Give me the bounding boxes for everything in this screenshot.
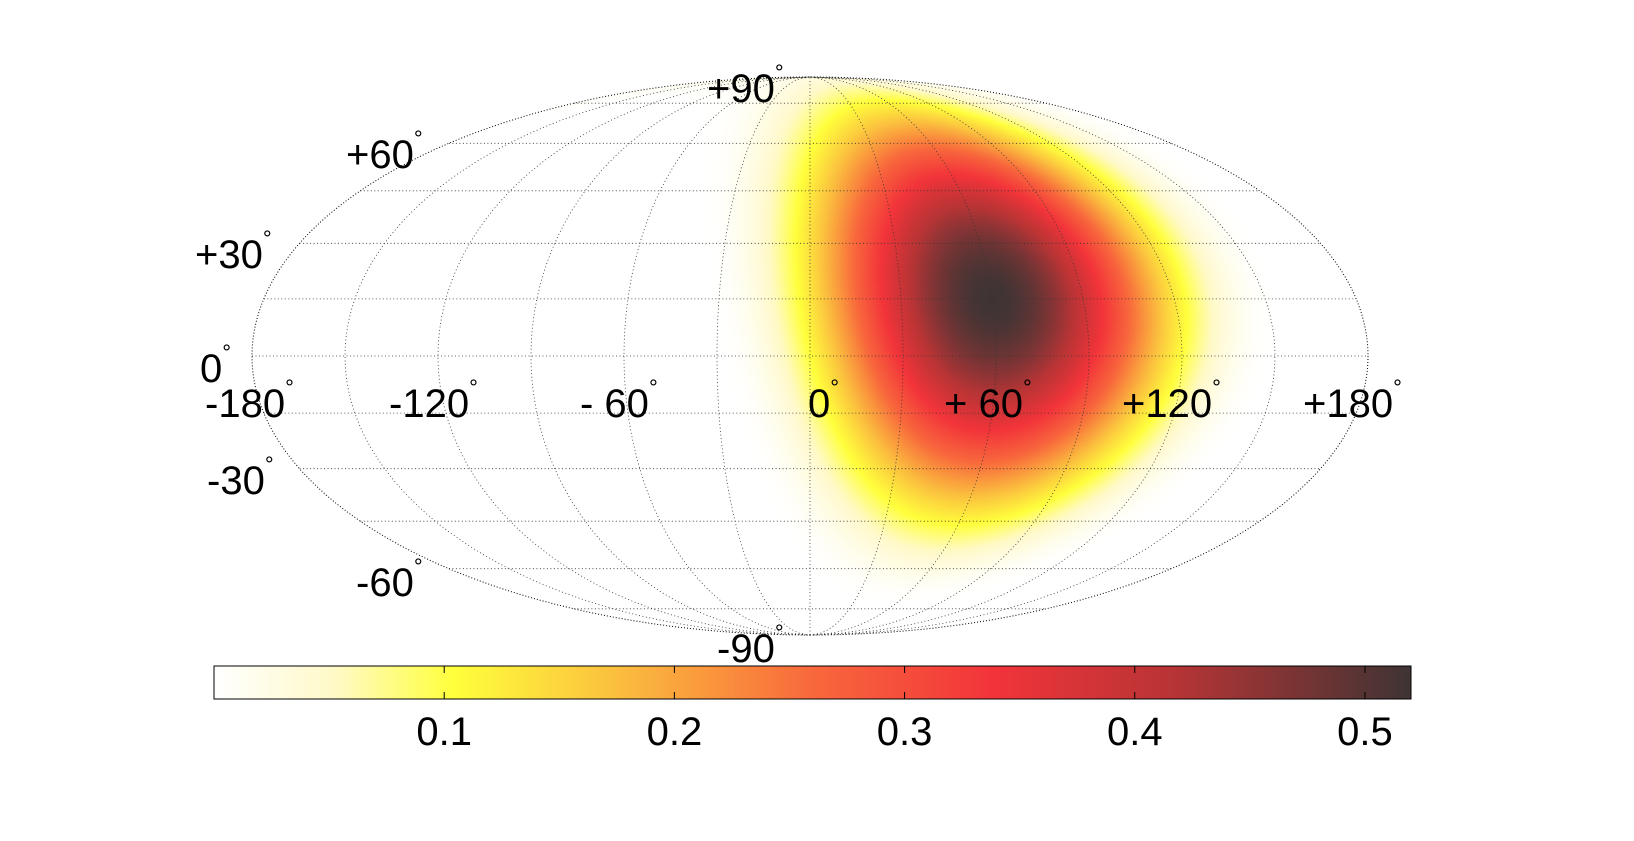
degree-symbol: °	[265, 452, 274, 477]
graticule-meridian	[809, 76, 997, 636]
degree-symbol: °	[1023, 375, 1032, 400]
degree-symbol: °	[263, 226, 272, 251]
colorbar-tick-label: 0.3	[877, 710, 933, 754]
degree-symbol: °	[1393, 375, 1402, 400]
graticule-grid	[252, 76, 1368, 636]
map-outline	[251, 76, 1369, 636]
degree-symbol: °	[222, 340, 231, 365]
latitude-label: -30°	[207, 452, 274, 503]
longitude-label: -180°	[205, 375, 294, 426]
longitude-label: -120°	[389, 375, 478, 426]
degree-symbol: °	[414, 126, 423, 151]
latitude-label: -60°	[356, 554, 423, 605]
colorbar-ticks: 0.1 0.2 0.3 0.4 0.5	[416, 666, 1393, 754]
latitude-label: +60°	[346, 126, 423, 177]
graticule-meridian	[530, 76, 811, 636]
degree-symbol: °	[285, 375, 294, 400]
graticule-meridian	[809, 76, 1090, 636]
colorbar: 0.1 0.2 0.3 0.4 0.5	[213, 665, 1412, 754]
latitude-label: +90°	[707, 60, 784, 111]
colorbar-tick-label: 0.4	[1107, 710, 1163, 754]
graticule-meridian	[809, 76, 1183, 636]
longitude-label: + 60°	[944, 375, 1032, 426]
degree-symbol: °	[1212, 375, 1221, 400]
sky-map	[251, 76, 1369, 636]
longitude-label: - 60°	[580, 375, 658, 426]
longitude-label: +120°	[1122, 375, 1221, 426]
latitude-label: -90°	[717, 620, 784, 671]
graticule-meridian	[623, 76, 811, 636]
colorbar-tick-label: 0.2	[647, 710, 703, 754]
colorbar-gradient	[213, 665, 1412, 700]
degree-symbol: °	[649, 375, 658, 400]
longitude-label: +180°	[1303, 375, 1402, 426]
colorbar-tick-label: 0.1	[416, 710, 472, 754]
latitude-labels: +90°+60°+30°0°-30°-60°-90°	[195, 60, 784, 671]
colorbar-tick-label: 0.5	[1337, 710, 1393, 754]
degree-symbol: °	[414, 554, 423, 579]
latitude-label: +30°	[195, 226, 272, 277]
degree-symbol: °	[775, 620, 784, 645]
degree-symbol: °	[469, 375, 478, 400]
graticule-meridian	[437, 76, 811, 636]
degree-symbol: °	[775, 60, 784, 85]
degree-symbol: °	[830, 375, 839, 400]
